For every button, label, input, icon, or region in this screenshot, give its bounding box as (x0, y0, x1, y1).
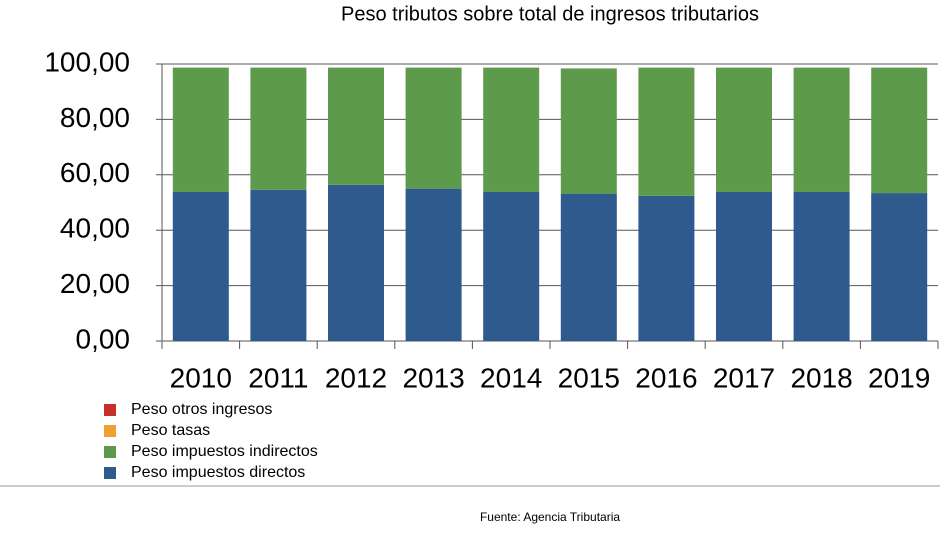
x-tick-label: 2018 (790, 362, 852, 393)
bar-segment (483, 191, 540, 341)
x-tick-label: 2015 (558, 362, 620, 393)
x-tick-label: 2014 (480, 362, 542, 393)
x-tick-label: 2013 (402, 362, 464, 393)
y-tick-label: 0,00 (76, 323, 131, 354)
bar-segment (871, 67, 928, 194)
y-tick-label: 20,00 (60, 268, 130, 299)
bar-segment (793, 67, 850, 192)
bar-segment (405, 67, 462, 189)
legend-swatch (104, 446, 116, 458)
chart-title: Peso tributos sobre total de ingresos tr… (341, 3, 759, 25)
bar-segment (328, 67, 384, 185)
legend-label: Peso otros ingresos (131, 401, 272, 418)
bar-segment (172, 191, 229, 341)
bar-segment (638, 195, 695, 341)
x-tick-label: 2019 (868, 362, 930, 393)
bar-segment (716, 67, 772, 192)
bar-segment (250, 189, 307, 341)
legend-label: Peso impuestos directos (131, 464, 305, 481)
bar-segment (172, 67, 229, 192)
bar-segment (716, 191, 772, 341)
x-tick-label: 2012 (325, 362, 387, 393)
bar-segment (560, 68, 617, 194)
legend-label: Peso tasas (131, 422, 210, 439)
y-tick-label: 100,00 (44, 46, 130, 77)
legend-swatch (104, 425, 116, 437)
legend-label: Peso impuestos indirectos (131, 443, 318, 460)
y-tick-label: 60,00 (60, 157, 130, 188)
y-tick-label: 80,00 (60, 102, 130, 133)
bar-segment (250, 67, 307, 190)
bar-segment (483, 67, 540, 192)
bar-segment (328, 184, 384, 341)
bar-segment (793, 191, 850, 341)
legend-swatch (104, 467, 116, 479)
bar-segment (405, 188, 462, 341)
x-tick-label: 2011 (248, 362, 308, 393)
x-tick-label: 2017 (713, 362, 775, 393)
bar-segment (871, 193, 928, 341)
y-tick-label: 40,00 (60, 213, 130, 244)
bar-segment (560, 193, 617, 341)
x-tick-label: 2016 (635, 362, 697, 393)
legend-swatch (104, 404, 116, 416)
bar-segment (638, 67, 695, 196)
x-tick-label: 2010 (170, 362, 232, 393)
source-note: Fuente: Agencia Tributaria (480, 510, 620, 524)
